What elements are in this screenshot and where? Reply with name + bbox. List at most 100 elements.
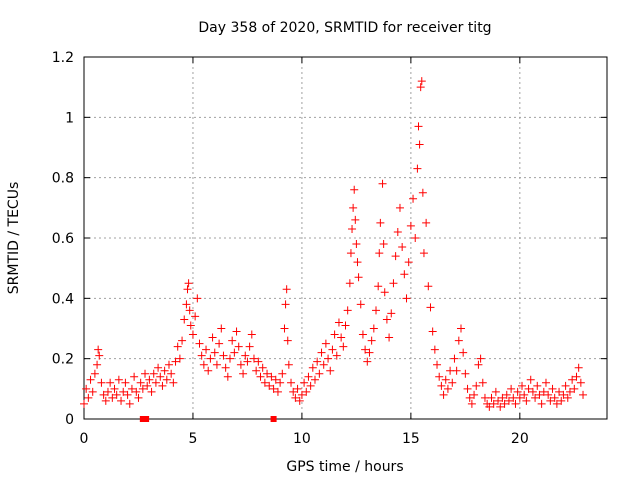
data-point	[346, 249, 355, 258]
data-point	[295, 396, 304, 405]
data-point	[175, 354, 184, 363]
data-point	[321, 339, 330, 348]
data-point	[400, 270, 409, 279]
data-point	[106, 378, 115, 387]
data-point	[117, 396, 126, 405]
data-point	[169, 378, 178, 387]
data-point	[247, 330, 256, 339]
data-point	[474, 360, 483, 369]
data-point	[258, 363, 267, 372]
data-point	[398, 243, 407, 252]
data-point	[186, 321, 195, 330]
data-point	[350, 185, 359, 194]
data-point	[430, 345, 439, 354]
data-point	[195, 339, 204, 348]
data-point	[413, 164, 422, 173]
data-point	[252, 366, 261, 375]
data-point	[223, 372, 232, 381]
data-point	[199, 360, 208, 369]
data-point	[243, 357, 252, 366]
data-point	[544, 390, 553, 399]
data-point	[138, 384, 147, 393]
data-point	[188, 330, 197, 339]
y-tick-label: 0.8	[52, 171, 74, 187]
data-point	[550, 393, 559, 402]
data-point	[108, 393, 117, 402]
data-point	[467, 399, 476, 408]
data-point	[378, 179, 387, 188]
data-point	[162, 375, 171, 384]
data-point	[245, 342, 254, 351]
data-point	[302, 387, 311, 396]
y-axis-label: SRMTID / TECUs	[6, 182, 22, 295]
data-point	[485, 402, 494, 411]
data-point	[158, 381, 167, 390]
data-point	[382, 315, 391, 324]
data-point	[276, 378, 285, 387]
data-point	[234, 342, 243, 351]
data-point	[372, 306, 381, 315]
data-point	[470, 390, 479, 399]
data-point	[402, 294, 411, 303]
data-point	[518, 381, 527, 390]
data-point	[375, 249, 384, 258]
data-point	[393, 227, 402, 236]
data-point	[411, 234, 420, 242]
data-point	[310, 375, 319, 384]
data-point	[450, 354, 459, 363]
chart-title: Day 358 of 2020, SRMTID for receiver tit…	[198, 20, 491, 36]
data-point	[328, 345, 337, 354]
data-point	[143, 381, 152, 390]
data-point	[500, 399, 509, 408]
data-point	[526, 375, 535, 384]
data-point	[254, 357, 263, 366]
data-point	[184, 279, 193, 288]
data-point	[80, 399, 88, 408]
data-point	[193, 294, 202, 303]
data-point	[132, 387, 141, 396]
data-point	[461, 369, 470, 378]
x-tick-label: 0	[80, 431, 89, 447]
data-point	[376, 218, 385, 227]
data-point	[228, 336, 237, 345]
data-point	[496, 402, 505, 411]
data-point	[491, 387, 500, 396]
data-point	[265, 381, 274, 390]
gap-marker	[143, 416, 150, 422]
data-point	[476, 354, 485, 363]
data-point	[572, 372, 581, 381]
y-tick-label: 0	[65, 412, 74, 428]
data-point	[351, 215, 360, 224]
data-point	[86, 375, 95, 384]
data-point	[395, 203, 404, 212]
data-point	[504, 396, 513, 405]
data-point	[121, 378, 130, 387]
data-point	[513, 387, 522, 396]
data-point	[206, 354, 215, 363]
data-point	[289, 387, 298, 396]
data-point	[415, 140, 424, 149]
tick-layer: 0 0.2 0.4 0.6 0.8 1 1.2 0 5 10 15 20	[52, 50, 607, 447]
x-tick-label: 15	[402, 431, 420, 447]
data-point	[515, 393, 524, 402]
x-tick-label: 10	[293, 431, 311, 447]
data-point	[249, 354, 258, 363]
data-point	[136, 378, 145, 387]
data-point	[541, 378, 550, 387]
data-point	[502, 390, 511, 399]
data-point	[363, 357, 372, 366]
data-point	[332, 351, 341, 360]
data-point	[147, 387, 156, 396]
data-point	[191, 312, 200, 321]
data-point	[568, 375, 577, 384]
data-point	[337, 333, 346, 342]
data-point	[406, 221, 415, 230]
x-tick-label: 5	[188, 431, 197, 447]
data-point	[528, 387, 537, 396]
data-point	[574, 363, 583, 372]
data-point	[154, 363, 163, 372]
data-point	[385, 333, 394, 342]
data-point	[535, 390, 544, 399]
data-point	[93, 360, 102, 369]
gap-marker	[270, 416, 277, 422]
